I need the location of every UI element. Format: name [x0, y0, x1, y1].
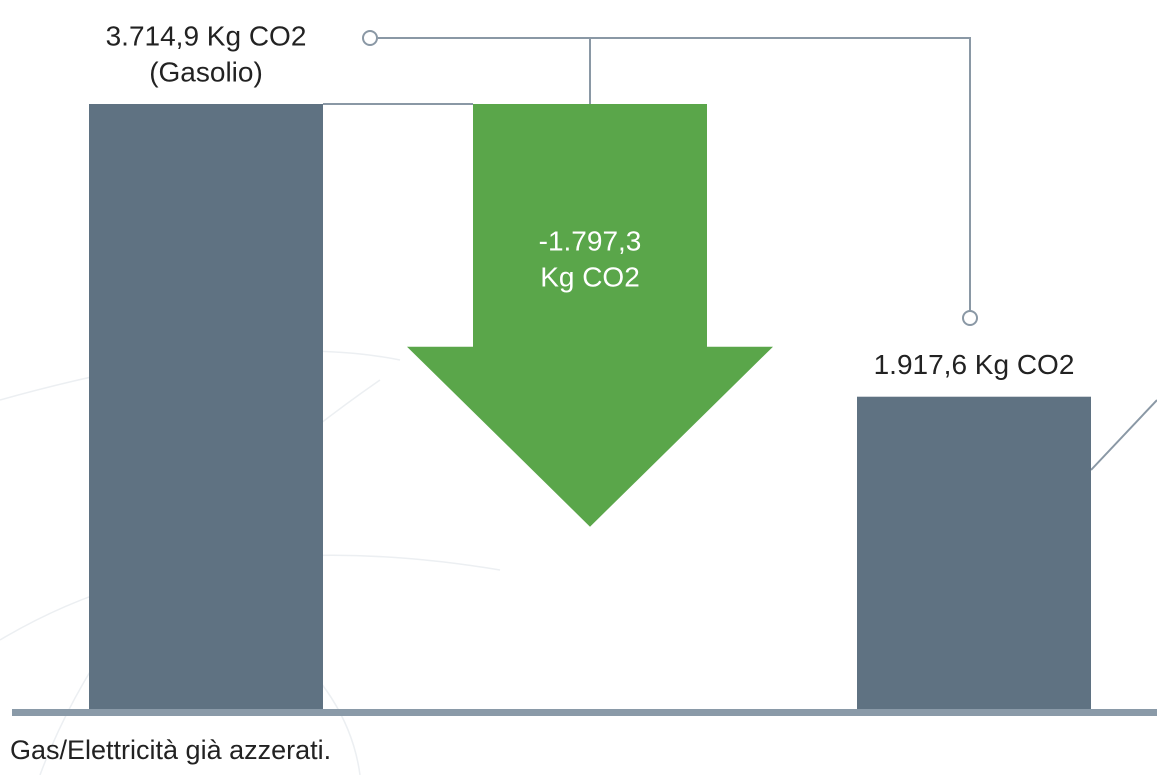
baseline — [12, 709, 1157, 716]
connectors — [323, 30, 1157, 471]
value-label: Kg CO2 — [540, 261, 640, 292]
value-label: 1.917,6 Kg CO2 — [874, 349, 1075, 380]
value-label: 3.714,9 Kg CO2 — [106, 20, 307, 51]
bar — [857, 396, 1091, 709]
footnote: Gas/Elettricità già azzerati. — [10, 735, 331, 765]
bar — [89, 104, 323, 709]
value-label: (Gasolio) — [149, 56, 263, 87]
value-label: -1.797,3 — [539, 225, 642, 256]
arrow — [407, 104, 773, 527]
